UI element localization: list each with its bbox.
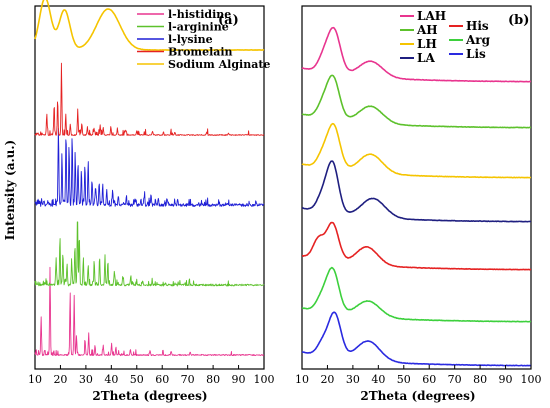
series-line-l-lysine bbox=[34, 128, 265, 207]
panel-a-frame bbox=[34, 5, 265, 370]
legend-label: l-histidine bbox=[168, 8, 231, 21]
series-line-his bbox=[301, 221, 532, 271]
series-line-ah bbox=[301, 74, 532, 129]
legend-label: AH bbox=[416, 23, 438, 37]
panel-a: 10 20 30 40 50 60 70 80 90 100 (a) l-histidinel-a… bbox=[3, 0, 275, 403]
x-tick-label: 10 bbox=[28, 373, 42, 386]
legend-label: His bbox=[466, 19, 489, 33]
series-line-bromelain bbox=[34, 62, 265, 136]
panel-a-x-ticks: 10 20 30 40 50 60 70 80 90 100 bbox=[28, 365, 275, 386]
x-tick-label: 100 bbox=[521, 373, 542, 386]
legend-label: LA bbox=[417, 51, 435, 65]
series-line-arg bbox=[301, 266, 532, 323]
x-tick-label: 30 bbox=[79, 373, 93, 386]
x-tick-label: 50 bbox=[397, 373, 411, 386]
x-tick-label: 70 bbox=[181, 373, 195, 386]
series-line-sodium-alginate bbox=[34, 0, 265, 51]
series-line-lah bbox=[301, 26, 532, 83]
legend-label: LH bbox=[417, 37, 437, 51]
x-tick-label: 80 bbox=[473, 373, 487, 386]
series-line-l-histidine bbox=[34, 266, 265, 357]
legend-label: l-lysine bbox=[168, 33, 213, 46]
panel-a-label: (a) bbox=[218, 13, 239, 28]
x-tick-label: 30 bbox=[346, 373, 360, 386]
x-tick-label: 90 bbox=[232, 373, 246, 386]
x-tick-label: 70 bbox=[448, 373, 462, 386]
series-line-l-arginine bbox=[34, 221, 265, 287]
panel-b-x-ticks: 10 20 30 40 50 60 70 80 90 100 bbox=[295, 365, 542, 386]
legend-label: l-arginine bbox=[168, 21, 229, 34]
x-tick-label: 60 bbox=[422, 373, 436, 386]
panel-b-traces bbox=[301, 26, 532, 367]
x-tick-label: 80 bbox=[206, 373, 220, 386]
x-tick-label: 90 bbox=[499, 373, 513, 386]
panel-b-label: (b) bbox=[508, 13, 529, 28]
x-tick-label: 60 bbox=[155, 373, 169, 386]
x-tick-label: 10 bbox=[295, 373, 309, 386]
panel-a-y-axis-label: Intensity (a.u.) bbox=[3, 140, 17, 240]
legend-label: Sodium Alginate bbox=[168, 58, 270, 71]
panel-a-legend: l-histidinel-argininel-lysineBromelainSo… bbox=[137, 8, 270, 71]
legend-label: Arg bbox=[465, 33, 491, 47]
panel-a-traces bbox=[34, 0, 265, 357]
panel-a-x-axis-label: 2Theta (degrees) bbox=[92, 389, 207, 403]
series-line-lh bbox=[301, 122, 532, 179]
x-tick-label: 20 bbox=[53, 373, 67, 386]
x-tick-label: 100 bbox=[254, 373, 275, 386]
series-line-lis bbox=[301, 311, 532, 367]
series-line-la bbox=[301, 160, 532, 223]
legend-label: LAH bbox=[417, 9, 446, 23]
x-tick-label: 40 bbox=[104, 373, 118, 386]
panel-b-frame bbox=[301, 5, 532, 370]
x-tick-label: 50 bbox=[130, 373, 144, 386]
legend-label: Bromelain bbox=[168, 46, 233, 59]
x-tick-label: 40 bbox=[371, 373, 385, 386]
panel-b-x-axis-label: 2Theta (degrees) bbox=[360, 389, 475, 403]
x-tick-label: 20 bbox=[320, 373, 334, 386]
legend-label: Lis bbox=[466, 47, 486, 61]
